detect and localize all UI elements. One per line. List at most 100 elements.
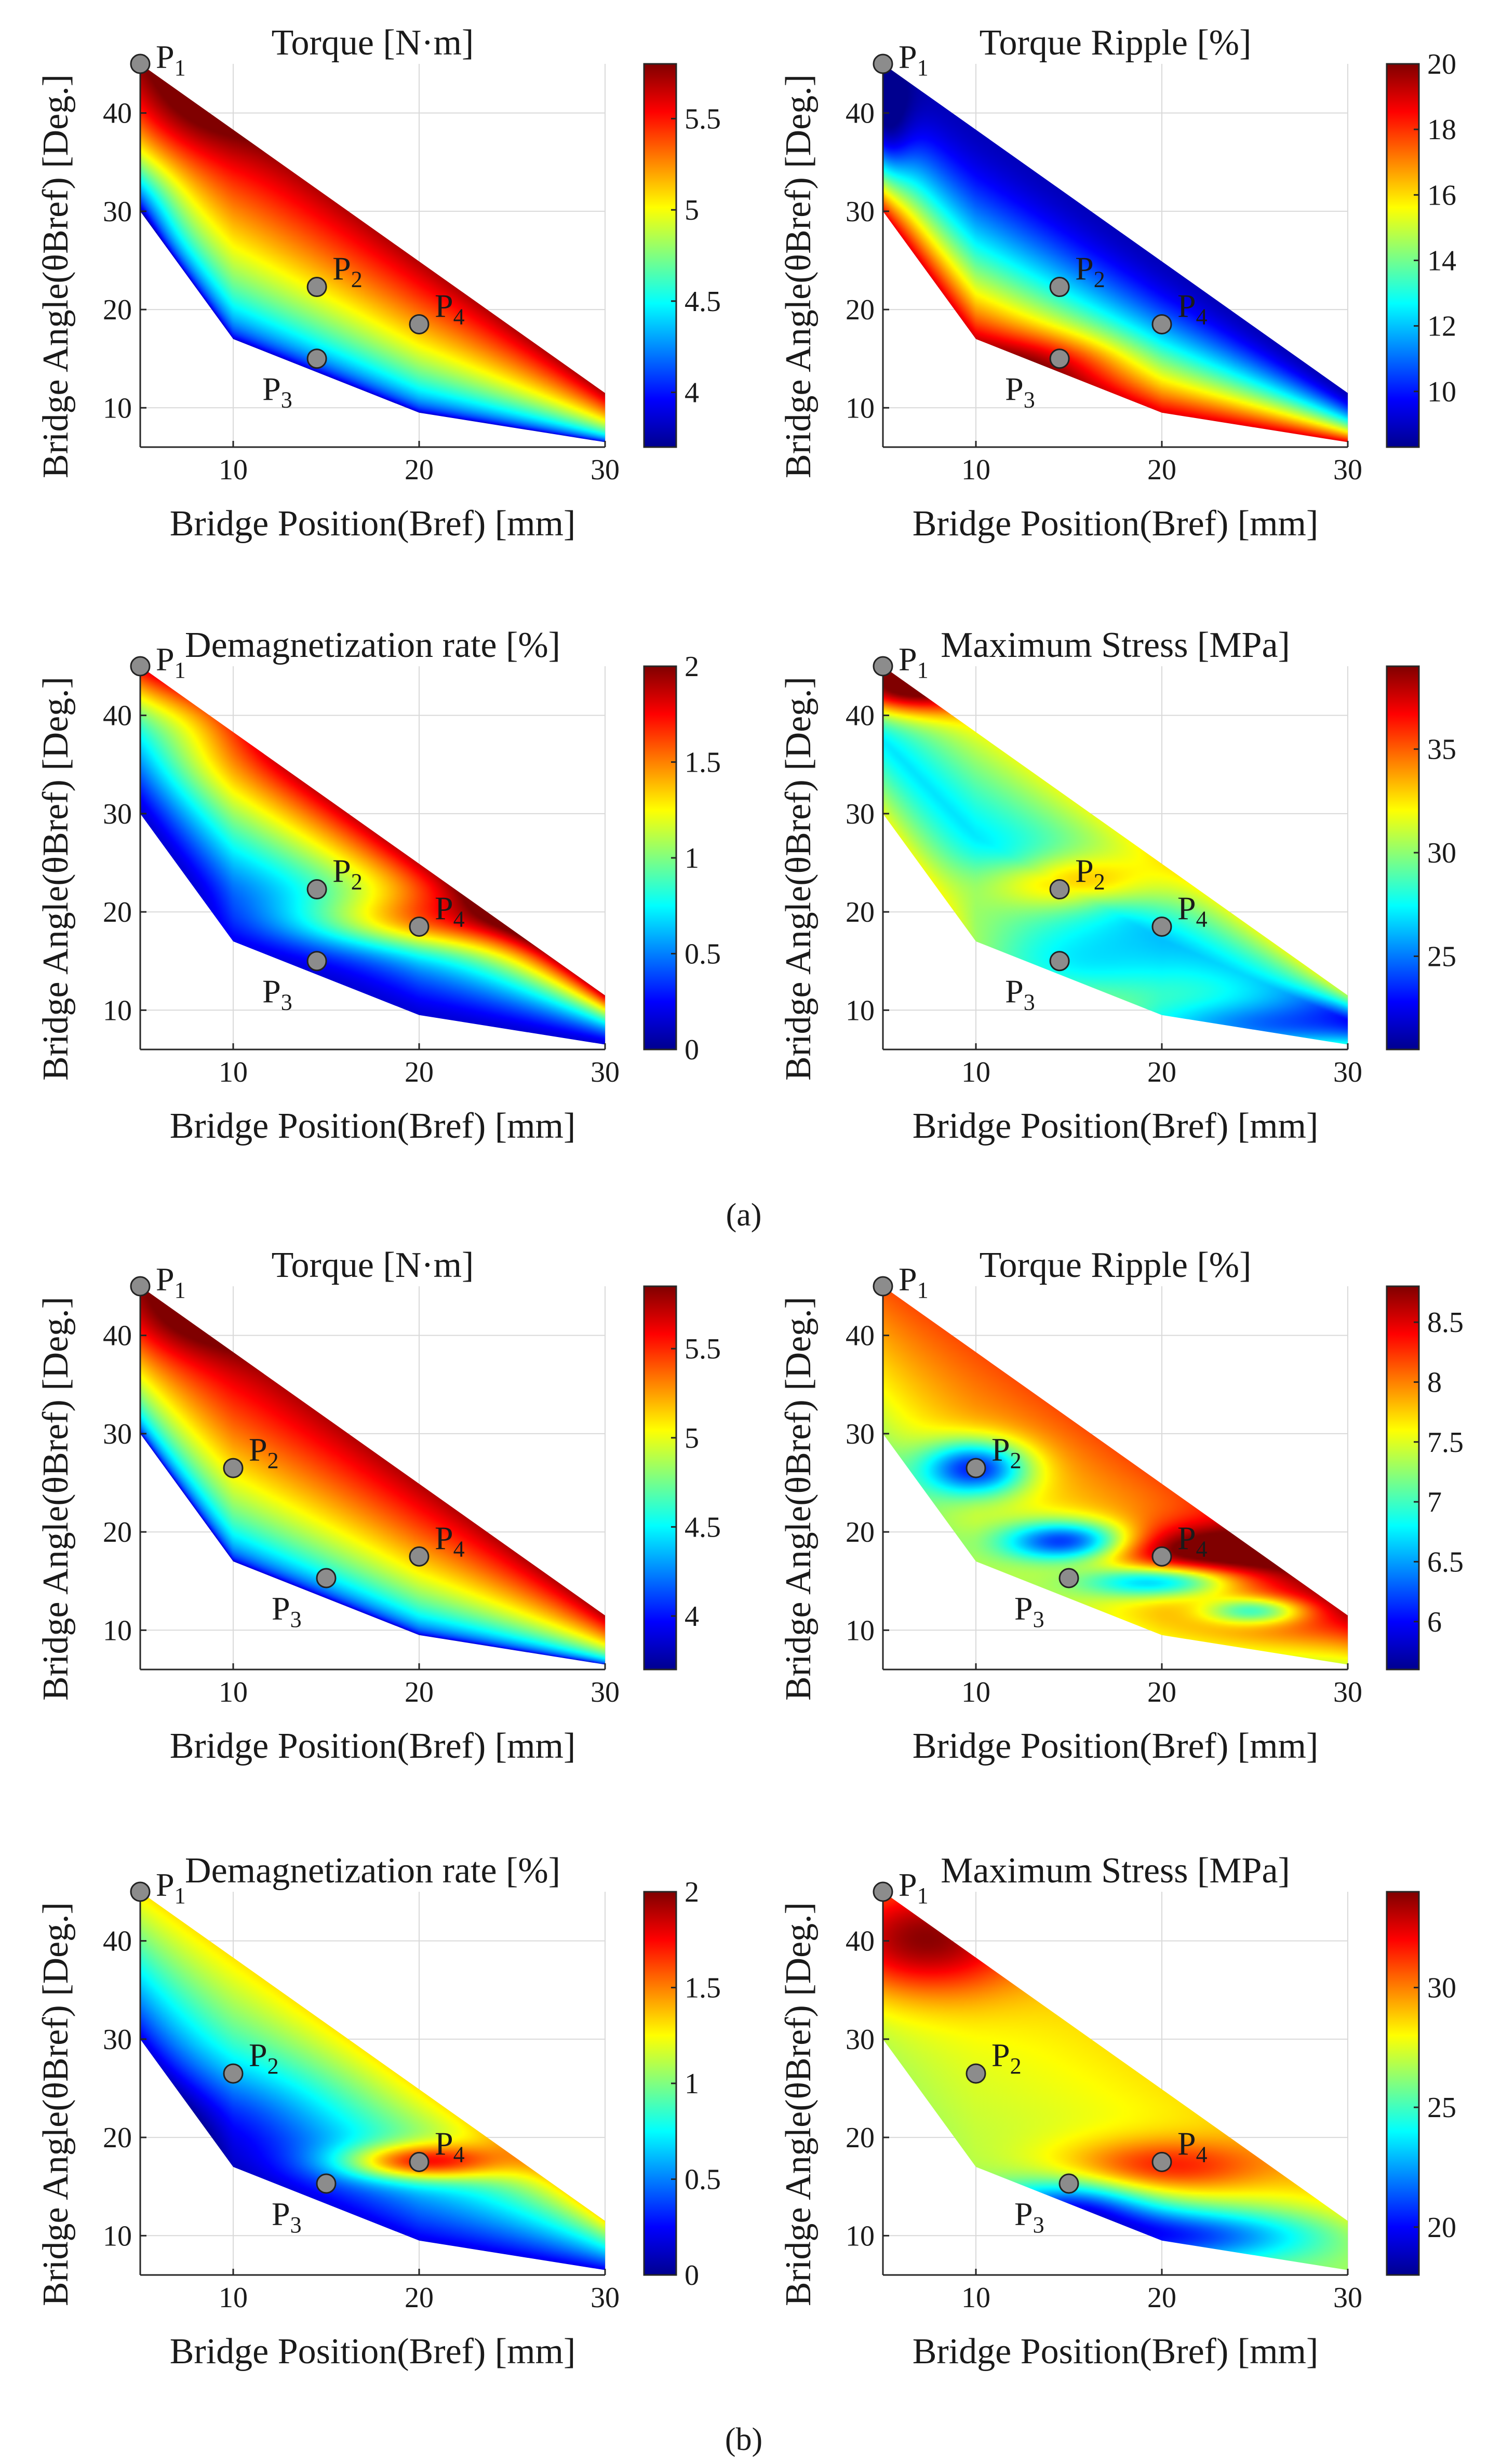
y-tick-label: 40 bbox=[103, 1320, 132, 1352]
y-tick-label: 20 bbox=[846, 294, 875, 326]
point-marker bbox=[873, 53, 893, 74]
x-tick-label: 20 bbox=[1147, 2282, 1176, 2314]
y-tick-label: 10 bbox=[846, 994, 875, 1027]
point-label-p2: P2 bbox=[249, 1431, 279, 1473]
point-label-p1: P1 bbox=[899, 641, 929, 683]
colorbar-tick-label: 30 bbox=[1427, 1972, 1456, 2004]
subplot: 10 20 30 10 20 30 40 Torque [N·m] Bridge Positio… bbox=[36, 1245, 721, 1766]
x-tick-label: 10 bbox=[219, 454, 248, 486]
x-tick-label: 20 bbox=[405, 1056, 434, 1088]
chart-title: Torque [N·m] bbox=[272, 23, 474, 63]
point-marker bbox=[1058, 2173, 1079, 2194]
colorbar bbox=[1386, 665, 1420, 1051]
y-tick-label: 30 bbox=[103, 196, 132, 228]
subplot: 10 20 30 10 20 30 40 Torque [N·m] Bridge Positio… bbox=[36, 23, 721, 544]
colorbar-tick-label: 8 bbox=[1427, 1367, 1442, 1399]
point-label-p4: P4 bbox=[1177, 890, 1208, 932]
colorbar-tick-label: 5.5 bbox=[685, 1333, 721, 1365]
subplot: 10 20 30 10 20 30 40 Torque Ripple [%] Bridge Po… bbox=[779, 23, 1456, 544]
y-tick-label: 40 bbox=[103, 98, 132, 130]
colorbar-tick-label: 16 bbox=[1427, 179, 1456, 211]
point-label-p4: P4 bbox=[1177, 2125, 1208, 2167]
colorbar-tick-label: 5 bbox=[685, 194, 699, 226]
point-marker bbox=[966, 1458, 986, 1478]
colorbar bbox=[1386, 63, 1420, 448]
point-marker bbox=[316, 2173, 337, 2194]
point-marker bbox=[223, 2063, 244, 2084]
colorbar-tick-label: 30 bbox=[1427, 837, 1456, 869]
colorbar bbox=[643, 63, 677, 448]
colorbar-tick-label: 25 bbox=[1427, 940, 1456, 973]
point-label-p3: P3 bbox=[262, 371, 292, 413]
y-tick-label: 20 bbox=[103, 896, 132, 928]
colorbar-tick-label: 8.5 bbox=[1427, 1307, 1464, 1339]
chart-title: Maximum Stress [MPa] bbox=[941, 625, 1290, 665]
y-axis-label: Bridge Angle(θBref) [Deg.] bbox=[36, 1902, 76, 2306]
colorbar-tick-label: 1.5 bbox=[685, 1972, 721, 2004]
colorbar-tick-label: 20 bbox=[1427, 48, 1456, 80]
point-label-p1: P1 bbox=[156, 1866, 186, 1908]
point-marker bbox=[1151, 916, 1172, 937]
x-tick-label: 30 bbox=[1333, 1056, 1362, 1088]
point-label-p2: P2 bbox=[332, 250, 363, 292]
x-tick-label: 10 bbox=[219, 1056, 248, 1088]
x-tick-label: 20 bbox=[405, 2282, 434, 2314]
point-marker bbox=[1151, 1546, 1172, 1567]
y-axis-label: Bridge Angle(θBref) [Deg.] bbox=[36, 74, 76, 478]
point-marker bbox=[1049, 951, 1070, 972]
colorbar-tick-label: 4.5 bbox=[685, 286, 721, 318]
colorbar-tick-label: 4 bbox=[685, 1600, 699, 1633]
colorbar-tick-label: 35 bbox=[1427, 734, 1456, 766]
y-tick-label: 10 bbox=[846, 2220, 875, 2252]
x-axis-label: Bridge Position(Bref) [mm] bbox=[913, 504, 1319, 544]
y-axis-label: Bridge Angle(θBref) [Deg.] bbox=[779, 74, 819, 478]
point-label-p4: P4 bbox=[1177, 1519, 1208, 1561]
x-tick-label: 20 bbox=[1147, 1056, 1176, 1088]
x-tick-label: 10 bbox=[961, 2282, 990, 2314]
chart-title: Maximum Stress [MPa] bbox=[941, 1851, 1290, 1891]
point-label-p3: P3 bbox=[1005, 371, 1035, 413]
x-tick-label: 30 bbox=[1333, 454, 1362, 486]
colorbar bbox=[1386, 1891, 1420, 2276]
x-tick-label: 30 bbox=[1333, 1676, 1362, 1708]
y-tick-label: 20 bbox=[846, 896, 875, 928]
point-label-p4: P4 bbox=[435, 287, 465, 329]
y-tick-label: 40 bbox=[846, 700, 875, 732]
colorbar-tick-label: 0 bbox=[685, 1034, 699, 1066]
point-label-p1: P1 bbox=[156, 38, 186, 80]
point-marker bbox=[409, 314, 430, 334]
point-marker bbox=[306, 951, 327, 972]
colorbar-tick-label: 2 bbox=[685, 651, 699, 683]
y-tick-label: 10 bbox=[103, 2220, 132, 2252]
colorbar-tick-label: 1.5 bbox=[685, 747, 721, 779]
point-marker bbox=[130, 656, 151, 677]
chart-title: Torque Ripple [%] bbox=[980, 1245, 1252, 1285]
y-tick-label: 40 bbox=[846, 1926, 875, 1958]
y-tick-label: 40 bbox=[846, 1320, 875, 1352]
y-tick-label: 30 bbox=[103, 798, 132, 830]
point-label-p2: P2 bbox=[249, 2037, 279, 2079]
y-axis-label: Bridge Angle(θBref) [Deg.] bbox=[36, 1297, 76, 1701]
colorbar bbox=[643, 665, 677, 1051]
y-tick-label: 10 bbox=[846, 1614, 875, 1647]
y-tick-label: 20 bbox=[103, 2122, 132, 2154]
point-marker bbox=[1151, 2151, 1172, 2172]
x-tick-label: 20 bbox=[1147, 454, 1176, 486]
colorbar-tick-label: 25 bbox=[1427, 2092, 1456, 2124]
point-label-p4: P4 bbox=[435, 890, 465, 932]
point-marker bbox=[966, 2063, 986, 2084]
y-tick-label: 10 bbox=[103, 994, 132, 1027]
colorbar-tick-label: 10 bbox=[1427, 376, 1456, 408]
point-label-p1: P1 bbox=[156, 1261, 186, 1303]
colorbar-tick-label: 4 bbox=[685, 377, 699, 409]
y-tick-label: 30 bbox=[846, 196, 875, 228]
point-label-p3: P3 bbox=[262, 973, 292, 1015]
colorbar-tick-label: 18 bbox=[1427, 114, 1456, 146]
colorbar-tick-label: 6 bbox=[1427, 1606, 1442, 1638]
chart-title: Demagnetization rate [%] bbox=[185, 1851, 560, 1891]
y-tick-label: 40 bbox=[103, 700, 132, 732]
point-marker bbox=[306, 277, 327, 298]
point-marker bbox=[873, 656, 893, 677]
point-label-p2: P2 bbox=[1075, 250, 1105, 292]
